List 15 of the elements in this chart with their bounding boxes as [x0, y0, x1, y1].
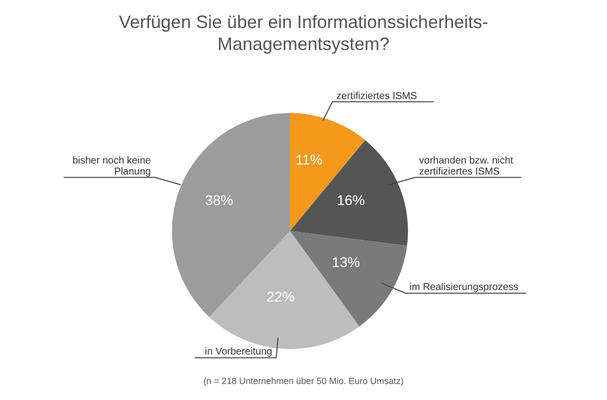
- data-label: 38%: [205, 192, 234, 208]
- slice-label: im Realisierungsprozess: [410, 282, 518, 294]
- slice-label: in Vorbereitung: [204, 346, 272, 358]
- chart-title: Verfügen Sie über ein Informationssicherheits- Managementsystem?: [118, 12, 488, 54]
- slice-label: zertifiziertes ISMS: [336, 90, 418, 102]
- pie-slice: [290, 113, 366, 231]
- data-label: 13%: [332, 254, 360, 270]
- slice-label: vorhanden bzw. nicht zertifiziertes ISMS: [419, 155, 514, 178]
- pie-slice: [290, 140, 408, 246]
- data-label: 22%: [266, 288, 295, 305]
- data-label: 16%: [336, 192, 365, 208]
- text: (n = 218 Unternehmen über 50 Mio. Euro Umsatz): [203, 376, 404, 386]
- data-label: 11%: [295, 151, 322, 168]
- slice-label: bisher noch keine Planung: [72, 155, 152, 178]
- pie-slice: [209, 231, 360, 349]
